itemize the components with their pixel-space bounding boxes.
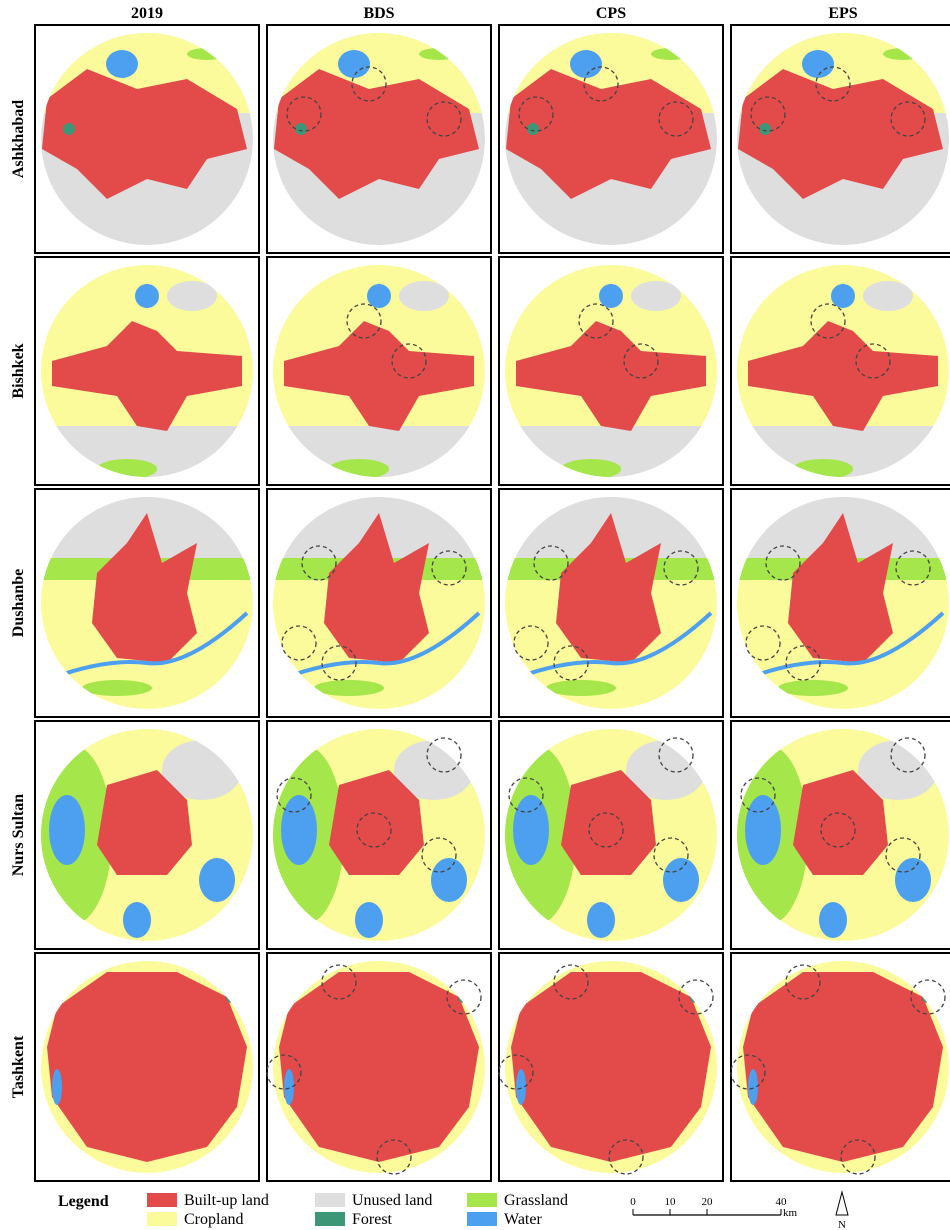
- land-use-map: [505, 33, 717, 245]
- legend-label: Water: [504, 1211, 542, 1228]
- north-arrow: [836, 1192, 848, 1215]
- land-patch: [663, 858, 699, 902]
- legend-swatch: [467, 1212, 497, 1226]
- land-patch: [745, 795, 781, 865]
- column-header: EPS: [828, 5, 857, 22]
- column-header: CPS: [596, 5, 626, 22]
- land-patch: [82, 680, 152, 696]
- legend-swatch: [147, 1212, 177, 1226]
- land-patch: [399, 281, 449, 311]
- land-patch: [314, 680, 384, 696]
- scale-label: 10: [665, 1196, 677, 1208]
- scale-unit: km: [783, 1207, 798, 1219]
- legend-title: Legend: [58, 1193, 109, 1210]
- land-patch: [587, 902, 615, 938]
- land-use-map: [41, 497, 253, 709]
- row-label: Bishkek: [10, 343, 27, 398]
- land-patch: [367, 284, 391, 308]
- figure: 2019 BDS CPS EPS Ashkhabad Bishkek Dushanbe Nur…: [0, 0, 950, 1230]
- land-patch: [599, 284, 623, 308]
- land-patch: [895, 858, 931, 902]
- land-use-map: [737, 497, 949, 709]
- map-disk: [41, 497, 253, 709]
- map-disk: [41, 33, 253, 245]
- land-patch: [819, 902, 847, 938]
- legend-label: Grassland: [504, 1192, 568, 1209]
- land-patch: [123, 902, 151, 938]
- land-patch: [295, 123, 307, 135]
- land-patch: [631, 281, 681, 311]
- map-disk: [737, 33, 949, 245]
- map-disk: [505, 497, 717, 709]
- land-use-map: [737, 33, 949, 245]
- map-disk: [737, 497, 949, 709]
- land-patch: [863, 281, 913, 311]
- land-patch: [199, 858, 235, 902]
- column-header: 2019: [131, 5, 163, 22]
- column-header: BDS: [363, 5, 394, 22]
- land-patch: [355, 902, 383, 938]
- land-patch: [167, 281, 217, 311]
- row-label: Dushanbe: [10, 569, 27, 637]
- legend-swatch: [147, 1193, 177, 1207]
- land-patch: [546, 680, 616, 696]
- land-patch: [759, 123, 771, 135]
- row-label: Nurs Sultan: [10, 794, 27, 876]
- land-patch: [106, 50, 138, 78]
- map-disk: [505, 961, 717, 1173]
- land-patch: [570, 50, 602, 78]
- legend-label: Built-up land: [184, 1192, 269, 1209]
- land-patch: [338, 50, 370, 78]
- land-patch: [513, 795, 549, 865]
- land-use-map: [505, 497, 717, 709]
- legend-label: Forest: [352, 1211, 393, 1228]
- legend-swatch: [467, 1193, 497, 1207]
- north-label: N: [838, 1219, 846, 1230]
- map-disk: [41, 961, 253, 1173]
- land-patch: [281, 795, 317, 865]
- land-patch: [49, 795, 85, 865]
- map-disk: [505, 33, 717, 245]
- map-disk: [273, 497, 485, 709]
- map-disk: [737, 961, 949, 1173]
- row-label: Tashkent: [10, 1035, 27, 1098]
- legend-swatch: [315, 1193, 345, 1207]
- legend-label: Unused land: [352, 1192, 432, 1209]
- land-patch: [63, 123, 75, 135]
- scale-label: 20: [702, 1196, 714, 1208]
- land-use-map: [273, 33, 485, 245]
- land-use-map: [41, 961, 253, 1173]
- land-patch: [527, 123, 539, 135]
- legend-label: Cropland: [184, 1211, 244, 1228]
- land-patch: [831, 284, 855, 308]
- land-use-map: [41, 33, 253, 245]
- scale-label: 0: [630, 1196, 636, 1208]
- land-patch: [431, 858, 467, 902]
- land-use-map: [273, 497, 485, 709]
- land-patch: [778, 680, 848, 696]
- legend-swatch: [315, 1212, 345, 1226]
- land-patch: [52, 1069, 62, 1105]
- land-patch: [135, 284, 159, 308]
- row-label: Ashkhabad: [10, 100, 27, 178]
- map-disk: [273, 961, 485, 1173]
- land-patch: [802, 50, 834, 78]
- map-disk: [273, 33, 485, 245]
